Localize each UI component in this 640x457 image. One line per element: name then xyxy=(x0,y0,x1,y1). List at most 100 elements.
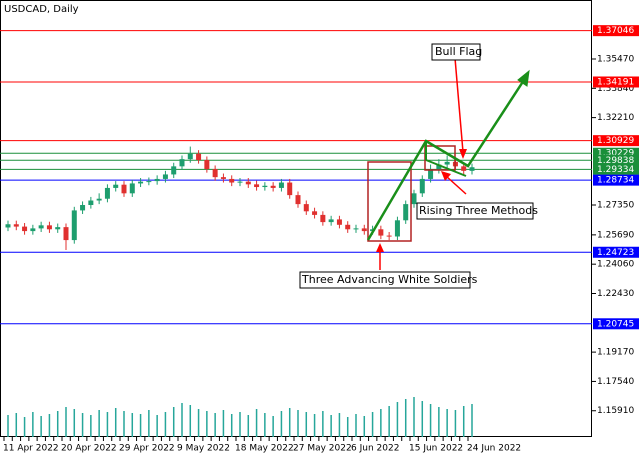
volume-bar xyxy=(264,413,266,437)
candle-body xyxy=(270,185,276,188)
candle-body xyxy=(461,166,467,171)
candle-body xyxy=(378,229,384,236)
candle-body xyxy=(328,219,334,223)
y-tick-label: 1.27350 xyxy=(597,201,634,211)
volume-bar xyxy=(114,408,117,437)
candle-body xyxy=(46,225,52,230)
volume-bar xyxy=(197,409,200,437)
level-label-bg xyxy=(593,25,639,37)
y-tick-label: 1.24060 xyxy=(597,260,634,270)
candle-body xyxy=(121,184,127,194)
volume-bar xyxy=(330,415,332,437)
candle-body xyxy=(436,164,442,170)
volume-bar xyxy=(371,412,374,437)
pointer xyxy=(445,175,467,195)
candle-body xyxy=(80,205,86,211)
level-label: 1.30929 xyxy=(597,136,634,146)
level-label: 1.37046 xyxy=(597,26,634,36)
candle-body xyxy=(104,187,110,199)
volume-bar xyxy=(346,417,349,437)
level-label: 1.28734 xyxy=(597,176,634,186)
volume-bar xyxy=(388,406,390,437)
pointer-head xyxy=(459,149,467,159)
candle-body xyxy=(138,181,144,184)
candle-body xyxy=(419,178,425,194)
volume-bar xyxy=(396,402,399,437)
candle-body xyxy=(278,182,284,188)
volume-bar xyxy=(446,409,448,437)
candle-body xyxy=(5,224,11,228)
candle-body xyxy=(38,225,44,229)
y-tick-label: 1.19170 xyxy=(597,348,634,358)
level-label: 1.29838 xyxy=(597,156,634,166)
candle-body xyxy=(428,169,434,179)
volume-bar xyxy=(380,409,382,437)
candle-body xyxy=(411,193,417,205)
candle-body xyxy=(345,224,351,230)
label-box xyxy=(416,202,534,220)
candle-body xyxy=(229,178,235,183)
volume-bar xyxy=(288,408,291,437)
volume-bar xyxy=(81,413,84,437)
level-label: 1.20745 xyxy=(597,319,634,329)
volume-bar xyxy=(90,415,92,437)
volume-bar xyxy=(338,413,341,437)
candle-body xyxy=(55,227,61,230)
candle-body xyxy=(361,228,367,232)
x-tick-label: 24 Jun 2022 xyxy=(467,444,521,454)
level-label-bg xyxy=(593,163,639,175)
annotation: Bull Flag xyxy=(435,45,482,58)
volume-bar xyxy=(305,412,308,437)
volume-bar xyxy=(404,399,407,437)
volume-bar xyxy=(471,404,473,437)
pointer xyxy=(454,57,464,153)
volume-bar xyxy=(40,416,42,437)
x-tick-label: 20 Apr 2022 xyxy=(61,444,117,454)
volume-bar xyxy=(164,412,167,437)
candle-body xyxy=(162,174,168,179)
candle-body xyxy=(13,224,19,227)
volume-bar xyxy=(355,414,357,437)
candle-body xyxy=(187,153,193,160)
pointer-head xyxy=(441,171,451,181)
candle-body xyxy=(146,181,152,183)
candle-body xyxy=(179,159,185,167)
candle-body xyxy=(22,226,28,232)
level-label: 1.29334 xyxy=(597,165,634,175)
volume-bar xyxy=(65,407,67,437)
volume-bar xyxy=(222,410,225,437)
candle-body xyxy=(287,182,293,196)
x-tick-label: 29 Apr 2022 xyxy=(119,444,175,454)
annotation: Three Advancing White Soldiers xyxy=(301,273,478,286)
volume-bar xyxy=(32,412,34,437)
y-tick-label: 1.22430 xyxy=(597,289,634,299)
label-box xyxy=(299,271,471,289)
candle-body xyxy=(71,210,77,241)
candle-body xyxy=(171,166,177,175)
volume-bar xyxy=(230,414,233,437)
pointer-head xyxy=(376,243,384,252)
arrow-head xyxy=(517,69,530,87)
candle-body xyxy=(96,198,102,201)
volume-bar xyxy=(56,411,59,437)
level-label: 1.30229 xyxy=(597,149,634,159)
x-tick-label: 27 May 2022 xyxy=(293,444,352,454)
volume-bar xyxy=(429,404,432,437)
volume-bar xyxy=(363,416,366,437)
volume-bar xyxy=(272,416,274,437)
volume-bar xyxy=(297,410,299,437)
x-tick-label: 11 Apr 2022 xyxy=(3,444,59,454)
candle-body xyxy=(196,153,202,161)
volume-bar xyxy=(106,412,109,437)
y-tick-label: 1.32210 xyxy=(597,113,634,123)
volume-bar xyxy=(239,412,241,437)
candle-body xyxy=(336,219,342,225)
candle-body xyxy=(204,160,210,170)
candle-body xyxy=(303,204,309,212)
candle-body xyxy=(245,181,251,185)
soldiers-box xyxy=(367,161,412,242)
volume-bar xyxy=(421,401,424,437)
volume-bar xyxy=(313,414,316,437)
y-tick-label: 1.15910 xyxy=(597,406,634,416)
